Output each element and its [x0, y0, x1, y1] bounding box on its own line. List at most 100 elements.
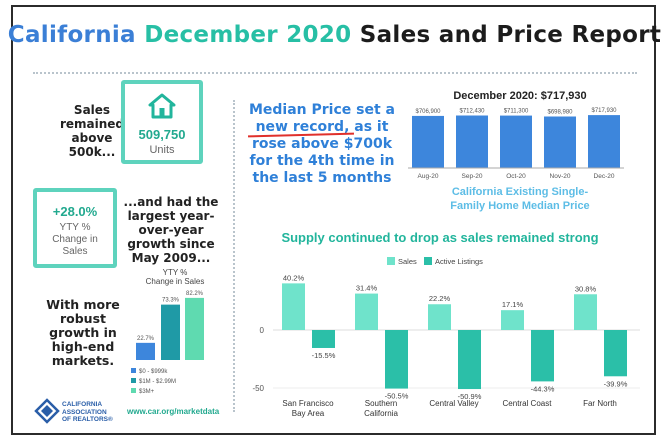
yty-legend-swatch	[131, 368, 136, 373]
car-logo-text: CALIFORNIA ASSOCIATION OF REALTORS®	[62, 401, 113, 424]
listings-value-label: -50.9%	[458, 392, 482, 401]
chart-title-line: Change in Sales	[146, 277, 205, 286]
price-chart-title: December 2020: $717,930	[453, 90, 586, 102]
yty-value-label: 82.2%	[186, 291, 204, 297]
price-value-label: $706,900	[415, 109, 441, 115]
price-value-label: $698,980	[547, 109, 573, 115]
listings-value-label: -39.9%	[604, 379, 628, 388]
listings-value-label: -50.5%	[385, 392, 409, 401]
category-label: San Francisco	[282, 399, 334, 408]
listings-bar	[458, 330, 481, 390]
median-note-line: rose above $700k	[251, 136, 393, 152]
sales-value-label: 22.2%	[429, 294, 451, 303]
sales-bar	[428, 304, 451, 330]
price-bar	[544, 116, 576, 168]
sales-value-label: 31.4%	[356, 284, 378, 293]
robust-note-line: With more	[46, 297, 120, 312]
yty-value-label: 73.3%	[162, 298, 180, 304]
sales-bar	[282, 283, 305, 330]
sales-note-line: 500k...	[68, 145, 116, 159]
growth-note-line: May 2009...	[131, 251, 211, 265]
footer-url[interactable]: www.car.org/marketdata	[127, 407, 220, 416]
price-tick-label: Dec-20	[594, 173, 615, 180]
price-caption-line: Family Home Median Price	[450, 200, 589, 212]
price-tick-label: Sep-20	[462, 173, 483, 180]
price-bar	[412, 115, 444, 168]
sales-value-label: 17.1%	[502, 300, 524, 309]
house-icon	[148, 93, 176, 119]
yty-bar	[161, 304, 180, 360]
yoy-caption-line: YTY %	[59, 222, 91, 233]
sales-bar	[574, 294, 597, 330]
price-bar	[588, 115, 620, 168]
logo-line: OF REALTORS®	[62, 416, 113, 423]
sales-value: 509,750	[138, 127, 186, 142]
header-divider	[33, 72, 637, 74]
legend-swatch-sales	[387, 257, 395, 265]
page-title: California December 2020 Sales and Price…	[0, 22, 669, 48]
yty-value-label: 22.7%	[137, 336, 155, 342]
median-note: Median Price set a new record, as it ros…	[248, 102, 396, 187]
category-label: Southern	[365, 399, 397, 408]
category-label: Central Valley	[429, 399, 478, 408]
yoy-change-card: +28.0% YTY % Change in Sales	[33, 188, 117, 268]
median-price-chart: December 2020: $717,930 $706,900 Aug-20 $71…	[408, 90, 624, 212]
legend-label-sales: Sales	[398, 257, 417, 266]
legend-label-listings: Active Listings	[435, 257, 483, 266]
category-label: Bay Area	[292, 409, 325, 418]
listings-bar	[385, 330, 408, 389]
logo-line: CALIFORNIA	[62, 401, 103, 408]
yoy-value: +28.0%	[52, 204, 98, 219]
price-value-label: $711,300	[504, 109, 529, 115]
listings-value-label: -15.5%	[312, 351, 336, 360]
yty-legend-swatch	[131, 378, 136, 383]
supply-chart: Supply continued to drop as sales remain…	[252, 230, 640, 418]
listings-bar	[604, 330, 627, 377]
supply-chart-title: Supply continued to drop as sales remain…	[281, 230, 598, 245]
category-label: Central Coast	[503, 399, 553, 408]
sales-bar	[501, 310, 524, 330]
car-logo-icon	[34, 398, 60, 424]
price-bar	[456, 115, 488, 168]
robust-note-line: growth in	[49, 325, 117, 340]
price-value-label: $712,430	[459, 109, 485, 115]
sales-bar	[355, 293, 378, 330]
y-tick-label: 0	[260, 326, 265, 335]
price-tick-label: Aug-20	[418, 173, 439, 180]
price-value-label: $717,930	[591, 108, 617, 114]
chart-title-line: YTY %	[163, 268, 188, 277]
median-note-line: Median Price set a	[248, 102, 395, 118]
logo-line: ASSOCIATION	[62, 408, 107, 416]
yty-bar	[185, 297, 204, 360]
sales-note-line: Sales	[73, 103, 111, 117]
price-caption-line: California Existing Single-	[452, 186, 589, 198]
robust-note-line: high-end	[51, 339, 115, 354]
y-tick-label: -50	[252, 384, 264, 393]
yty-legend-label: $1M - $2.99M	[139, 379, 176, 385]
listings-value-label: -44.3%	[531, 384, 555, 393]
sales-value-label: 40.2%	[283, 273, 305, 282]
yty-legend-swatch	[131, 388, 136, 393]
growth-note-line: growth since	[127, 237, 215, 251]
sales-units-card: 509,750 Units	[121, 80, 203, 164]
sales-note-line: remained	[59, 117, 125, 131]
category-label: California	[364, 409, 398, 418]
legend-swatch-listings	[424, 257, 432, 265]
median-note-line: new record, as it	[255, 119, 389, 135]
robust-note: With more robust growth in high-end mark…	[40, 298, 126, 368]
listings-bar	[531, 330, 554, 382]
category-label: Far North	[583, 399, 617, 408]
sales-note-line: above	[71, 131, 113, 145]
robust-note-line: markets.	[51, 353, 115, 368]
growth-note: ...and had the largest year- over-year g…	[118, 195, 224, 265]
price-tick-label: Oct-20	[506, 173, 526, 180]
listings-bar	[312, 330, 335, 348]
robust-note-line: robust	[59, 311, 106, 326]
yty-bar	[136, 342, 155, 360]
yty-sales-chart: YTY %Change in Sales 22.7% 73.3% 82.2% $0 - …	[131, 268, 205, 395]
yoy-caption-line: Change in	[52, 234, 98, 245]
growth-note-line: largest year-	[127, 209, 215, 223]
sales-unit: Units	[149, 144, 175, 156]
title-report: Sales and Price Report	[359, 22, 662, 48]
median-note-line: the last 5 months	[252, 170, 392, 186]
